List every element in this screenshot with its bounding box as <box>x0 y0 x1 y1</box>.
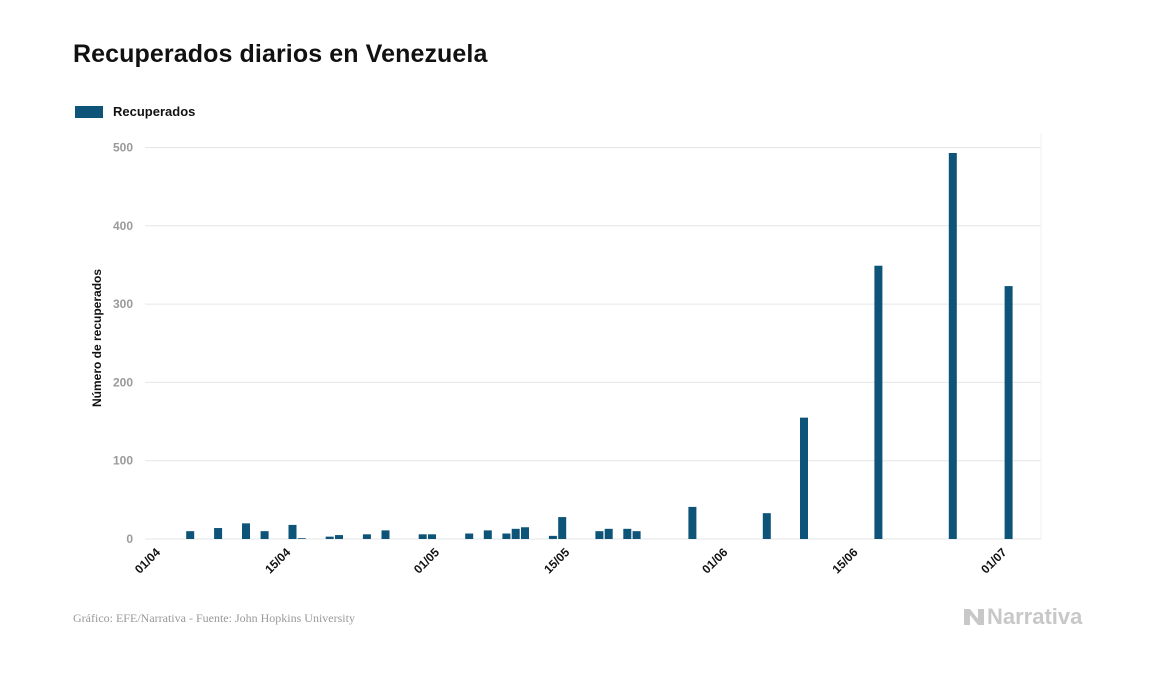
bar <box>874 265 883 539</box>
legend-label-recuperados: Recuperados <box>113 104 196 119</box>
bar <box>428 534 436 539</box>
bar <box>465 533 474 539</box>
bar <box>325 536 334 539</box>
bar <box>214 528 223 539</box>
bar <box>242 523 250 539</box>
bar <box>297 538 306 539</box>
narrativa-logo-icon <box>964 609 984 625</box>
bar <box>335 535 343 539</box>
y-axis-ticks: 0 100 200 300 400 500 <box>113 141 133 547</box>
bar <box>186 531 195 539</box>
gridlines <box>145 133 1042 540</box>
bar <box>800 417 808 539</box>
bar <box>604 528 613 539</box>
bar <box>418 534 427 539</box>
bar <box>502 533 511 539</box>
bar <box>511 528 520 539</box>
bar <box>623 528 632 539</box>
x-tick-label: 15/04 <box>262 545 293 576</box>
y-tick-label: 400 <box>113 219 133 233</box>
y-tick-label: 200 <box>113 375 133 389</box>
legend: Recuperados <box>75 104 195 119</box>
bar <box>260 531 269 539</box>
bar <box>288 524 297 539</box>
x-tick-label: 15/05 <box>541 545 572 576</box>
x-tick-label: 01/06 <box>699 545 730 576</box>
y-tick-label: 0 <box>126 532 133 546</box>
bar <box>762 513 771 539</box>
bar <box>688 506 697 539</box>
bar <box>381 530 390 539</box>
bar <box>595 531 604 539</box>
y-axis-label: Número de recuperados <box>90 269 104 407</box>
y-tick-label: 500 <box>113 141 133 155</box>
bar <box>548 535 557 539</box>
bar <box>1004 286 1013 539</box>
x-axis-ticks: 01/04 15/04 01/05 15/05 01/06 15/06 01/07 <box>132 545 1010 576</box>
source-footer: Gráfico: EFE/Narrativa - Fuente: John Ho… <box>73 611 355 625</box>
bars <box>186 152 1013 539</box>
x-tick-label: 01/04 <box>132 545 163 576</box>
x-tick-label: 15/06 <box>829 545 860 576</box>
bar <box>362 534 371 539</box>
bar <box>632 531 641 539</box>
brand-name: Narrativa <box>987 604 1083 629</box>
bar <box>521 527 529 539</box>
x-tick-label: 01/05 <box>411 545 442 576</box>
legend-swatch-recuperados <box>75 105 103 118</box>
bar <box>948 152 957 539</box>
chart-title: Recuperados diarios en Venezuela <box>73 40 488 68</box>
bar <box>483 530 492 539</box>
brand-logo: Narrativa <box>963 604 1082 630</box>
y-tick-label: 100 <box>113 454 133 468</box>
bar <box>558 517 567 539</box>
y-tick-label: 300 <box>113 297 133 311</box>
x-tick-label: 01/07 <box>978 545 1009 576</box>
